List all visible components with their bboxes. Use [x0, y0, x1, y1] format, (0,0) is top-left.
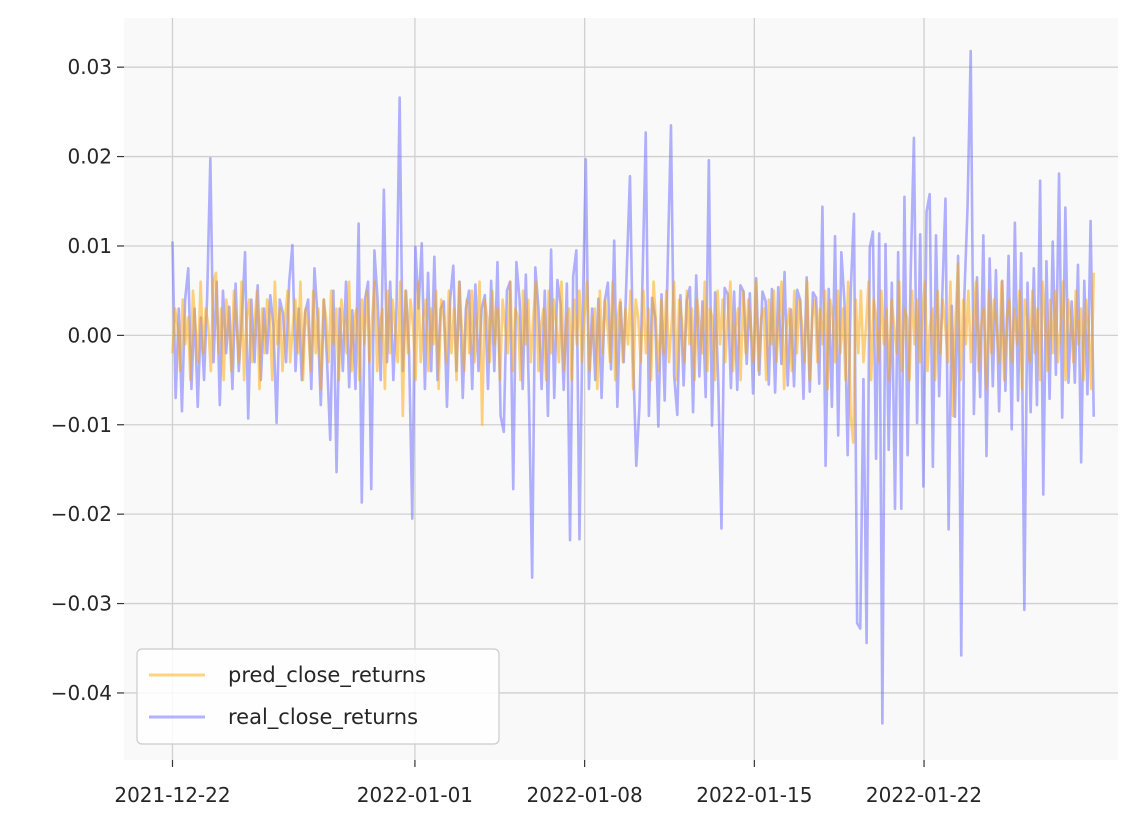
y-tick-label: 0.02	[67, 145, 112, 169]
y-tick-label: 0.00	[67, 323, 112, 347]
legend-box	[136, 648, 500, 745]
x-tick-label: 2021-12-22	[114, 783, 230, 807]
y-tick-label: −0.04	[51, 681, 112, 705]
x-tick-label: 2022-01-08	[527, 783, 643, 807]
y-tick-label: −0.03	[51, 592, 112, 616]
legend-label-real: real_close_returns	[228, 705, 418, 730]
legend-label-pred: pred_close_returns	[228, 663, 426, 688]
y-tick-label: −0.02	[51, 502, 112, 526]
y-tick-label: −0.01	[51, 413, 112, 437]
x-tick-label: 2022-01-01	[357, 783, 473, 807]
legend: pred_close_returns real_close_returns	[136, 648, 500, 745]
x-axis: 2021-12-22 2022-01-01 2022-01-08 2022-01-15…	[114, 760, 982, 807]
x-tick-label: 2022-01-22	[866, 783, 982, 807]
series-line-pred-close-returns	[171, 262, 1096, 444]
y-tick-label: 0.03	[67, 55, 112, 79]
series-layer	[171, 49, 1096, 725]
y-axis: 0.03 0.02 0.01 0.00 −0.01 −0.02 −0.03 −0.04	[51, 55, 124, 705]
x-tick-label: 2022-01-15	[696, 783, 812, 807]
y-tick-label: 0.01	[67, 234, 112, 258]
